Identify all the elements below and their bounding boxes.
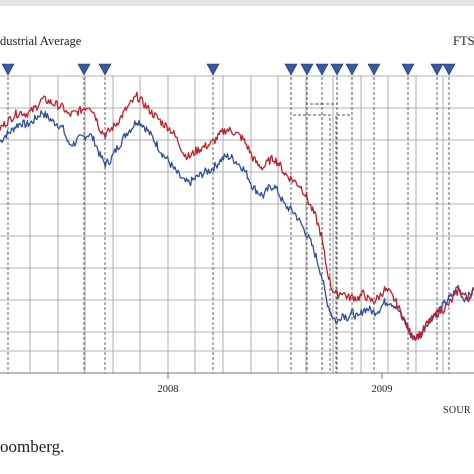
x-tick-label: 2009 [372,384,393,395]
event-marker [77,63,91,76]
event-bracket [306,72,323,373]
event-marker [330,63,344,76]
event-bracket [335,72,353,373]
event-marker [300,63,314,76]
x-tick-label: 2008 [158,384,179,395]
event-bracket [290,72,331,373]
event-marker [430,63,444,76]
event-marker [401,63,415,76]
event-marker [1,63,15,76]
legend-right-label: FTS [453,34,474,48]
horizontal-gridlines [0,75,474,352]
event-marker [367,63,381,76]
series-blue-line [0,110,474,341]
event-markers [1,63,456,76]
top-band [0,0,474,6]
figure-caption: oomberg. [0,437,65,456]
x-tick-labels: 2008 2009 [158,373,393,395]
event-marker [442,63,456,76]
event-marker [284,63,298,76]
event-bracket [316,72,338,105]
event-guide-lines [7,72,450,373]
event-marker [206,63,220,76]
vertical-gridlines [29,76,444,373]
event-marker [98,63,112,76]
source-label: SOUR [443,405,471,416]
legend-left-label: dustrial Average [0,34,82,48]
plot-series [0,91,474,341]
event-marker [345,63,359,76]
event-marker [315,63,329,76]
series-red-line [0,91,474,341]
